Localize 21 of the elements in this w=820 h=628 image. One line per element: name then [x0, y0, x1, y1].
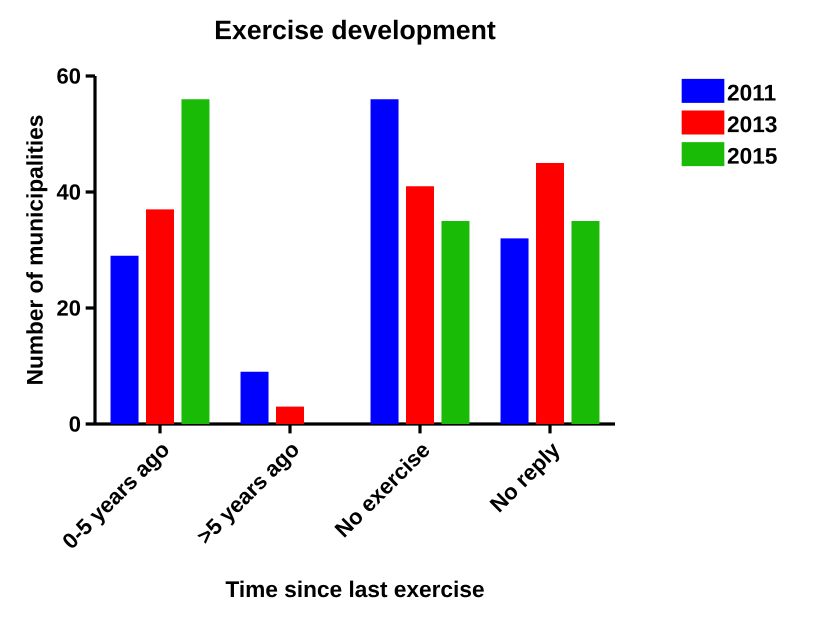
bar [146, 209, 174, 424]
bar [110, 256, 139, 424]
bar [240, 372, 269, 424]
y-tick-label: 0 [70, 416, 80, 432]
bar [276, 406, 304, 424]
legend-label: 2011 [728, 84, 776, 101]
bar [406, 186, 434, 424]
y-tick-label: 60 [57, 68, 80, 84]
bar [536, 163, 564, 424]
bar [370, 99, 399, 424]
bar [441, 221, 470, 424]
legend-label: 2013 [728, 116, 777, 132]
bar [181, 99, 210, 424]
bar [571, 221, 600, 424]
y-tick-label: 20 [57, 300, 80, 316]
x-axis-title: Time since last exercise [226, 580, 484, 598]
y-axis-title: Number of municipalities [26, 116, 48, 384]
y-tick-label: 40 [56, 184, 80, 200]
bar [500, 238, 529, 424]
legend-label: 2015 [728, 148, 777, 164]
chart-title: Exercise development [216, 20, 496, 45]
